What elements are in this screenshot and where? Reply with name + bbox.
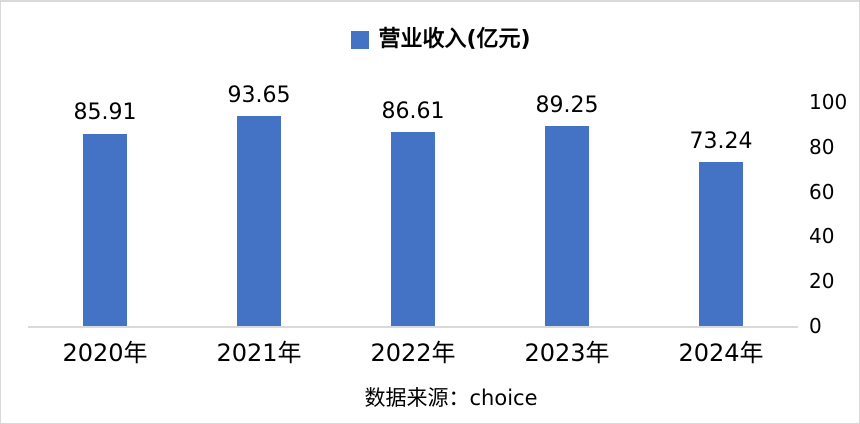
bar-value-label: 73.24 — [689, 128, 753, 154]
bar-value-label: 93.65 — [227, 82, 291, 108]
legend-marker-icon — [351, 31, 370, 50]
plot-area: 85.91 2020年 93.65 2021年 86.61 2022年 89.25 2023年… — [28, 83, 798, 367]
bar-value-label: 86.61 — [381, 98, 445, 124]
y-axis-tick-label: 60 — [809, 179, 835, 204]
x-axis-label: 2022年 — [370, 339, 456, 367]
y-axis-tick-label: 100 — [809, 90, 848, 114]
y-axis-tick-label: 80 — [809, 134, 835, 159]
bar — [545, 126, 589, 326]
x-axis-label: 2023年 — [524, 339, 610, 367]
bar-column: 93.65 2021年 — [182, 83, 336, 366]
x-axis-label: 2021年 — [216, 339, 302, 367]
bar-value-label: 85.91 — [73, 100, 137, 126]
bar — [391, 132, 435, 326]
x-axis-label: 2024年 — [678, 339, 764, 367]
y-axis-tick-label: 20 — [809, 269, 835, 294]
legend-label: 营业收入(亿元) — [378, 27, 531, 52]
bar-column: 86.61 2022年 — [336, 98, 490, 367]
y-axis-tick-label: 40 — [809, 224, 835, 249]
bar — [699, 161, 743, 326]
bar-column: 85.91 2020年 — [28, 100, 182, 366]
chart-legend: 营业收入(亿元) — [1, 27, 859, 52]
bar-value-label: 89.25 — [535, 92, 599, 118]
source-note: 数据来源：choice — [364, 386, 538, 410]
y-axis: 0 20 40 60 80 100 — [809, 92, 859, 336]
bar — [83, 133, 127, 326]
x-axis-label: 2020年 — [62, 339, 148, 367]
bar-column: 73.24 2024年 — [644, 102, 798, 367]
bar-column: 89.25 2023年 — [490, 93, 644, 367]
y-axis-tick-label: 0 — [809, 314, 822, 338]
bar — [237, 116, 281, 326]
